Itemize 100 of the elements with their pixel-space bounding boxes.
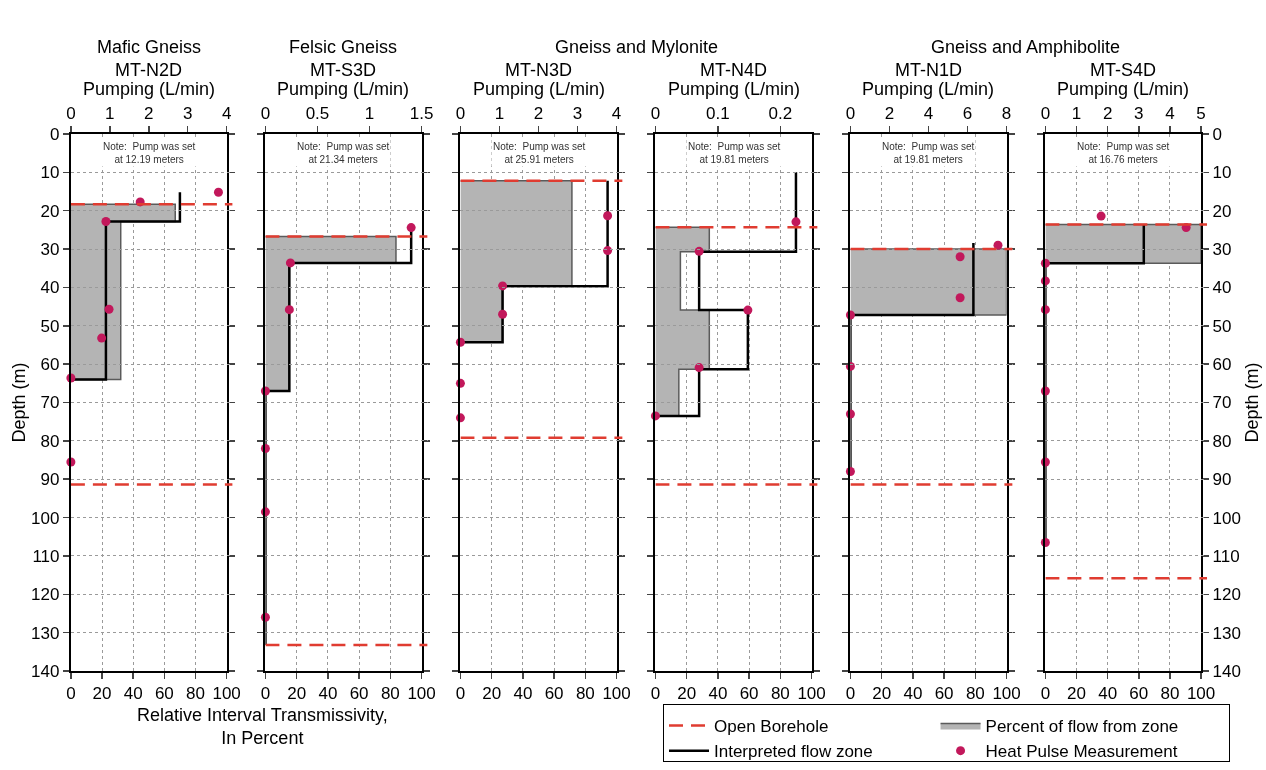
chart-subtitle: Mafic Gneiss (97, 37, 202, 57)
x2-tick-label: 2 (533, 104, 544, 124)
x-tick-label: 40 (513, 684, 533, 704)
y-tick-label: 0 (50, 124, 60, 144)
x2-tick-label: 1 (494, 104, 505, 124)
y-tick-label: 80 (40, 431, 60, 451)
annotation: Note: Pump was set at 25.91 meters (493, 141, 586, 165)
x2-tick-label: 0 (650, 104, 661, 124)
y-tick-label: 100 (31, 508, 60, 528)
x2-tick-label: 0 (455, 104, 466, 124)
y-tick-label: 20 (1212, 201, 1232, 221)
y-tick-label: 70 (40, 393, 60, 413)
x-tick-label: 80 (381, 684, 401, 704)
x-tick-label: 60 (934, 684, 954, 704)
x-tick-label: 20 (482, 684, 502, 704)
x2-tick-label: 4 (1164, 104, 1175, 124)
y-tick-label: 90 (40, 470, 60, 490)
chart-title: MT-S4D (1089, 60, 1156, 80)
legend-label: Percent of flow from zone (985, 717, 1178, 737)
y-tick-label: 10 (1212, 163, 1232, 183)
x2-tick-label: 4 (923, 104, 934, 124)
x-tick-label: 0 (650, 684, 661, 704)
x2-tick-label: 1.5 (410, 104, 434, 124)
y-tick-label: 60 (1212, 355, 1232, 375)
y-tick-label: 130 (1212, 623, 1241, 643)
x-tick-label: 20 (677, 684, 697, 704)
x-tick-label: 20 (92, 684, 112, 704)
y-tick-label: 40 (40, 278, 60, 298)
x-tick-label: 80 (186, 684, 205, 704)
x-tick-label: 60 (739, 684, 759, 704)
y-tick-label: 50 (1212, 316, 1232, 336)
y-tick-label: 50 (40, 316, 60, 336)
x-tick-label: 100 (992, 684, 1021, 704)
x-tick-label: 0 (455, 684, 466, 704)
chart-subtitle: Gneiss and Mylonite (555, 37, 719, 57)
x2-tick-label: 1 (105, 104, 115, 124)
legend-label: Interpreted flow zone (713, 742, 873, 762)
annotation: Note: Pump was set at 19.81 meters (881, 141, 975, 165)
x2-tick-label: 3 (182, 104, 193, 124)
x-tick-label: 40 (123, 684, 143, 704)
y-tick-label: 40 (1212, 278, 1232, 298)
x-tick-label: 100 (602, 684, 631, 704)
x-tick-label: 0 (66, 684, 76, 704)
x2-tick-label: 3 (1133, 104, 1144, 124)
x-tick-label: 20 (287, 684, 307, 704)
x2-axis-title: Pumping (L/min) (1056, 79, 1189, 99)
x-tick-label: 0 (261, 684, 271, 704)
x2-tick-label: 1 (1071, 104, 1081, 124)
chart-title: MT-N2D (115, 60, 182, 80)
y-tick-label: 130 (31, 623, 60, 643)
x-tick-label: 80 (965, 684, 985, 704)
x2-tick-label: 0.5 (306, 104, 330, 124)
x-tick-label: 20 (1066, 684, 1086, 704)
x-tick-label: 20 (871, 684, 891, 704)
x-tick-label: 60 (1128, 684, 1148, 704)
y-tick-label: 60 (40, 355, 60, 375)
x-tick-label: 40 (318, 684, 338, 704)
chart-subtitle: Gneiss and Amphibolite (930, 37, 1120, 57)
legend-label: Open Borehole (713, 717, 828, 737)
y-tick-label: 0 (1212, 124, 1222, 144)
x2-tick-label: 2 (1102, 104, 1112, 124)
x-tick-label: 40 (708, 684, 728, 704)
y-tick-label: 20 (40, 201, 60, 221)
x2-tick-label: 0 (1040, 104, 1050, 124)
x2-tick-label: 5 (1195, 104, 1206, 124)
x-axis-title: Relative Interval Transmissivity, In Percent (137, 705, 388, 749)
x2-tick-label: 0 (845, 104, 855, 124)
x2-tick-label: 8 (1001, 104, 1012, 124)
x-tick-label: 60 (154, 684, 174, 704)
x2-tick-label: 0.2 (768, 104, 793, 124)
x2-tick-label: 2 (884, 104, 894, 124)
chart-title: MT-N3D (505, 60, 573, 80)
x2-tick-label: 1 (365, 104, 375, 124)
annotation: Note: Pump was set at 12.19 meters (103, 141, 196, 165)
y-tick-label: 10 (40, 163, 60, 183)
x-tick-label: 100 (407, 684, 437, 704)
x-tick-label: 40 (1097, 684, 1117, 704)
x-tick-label: 60 (544, 684, 564, 704)
x2-axis-title: Pumping (L/min) (277, 79, 410, 99)
x2-tick-label: 4 (221, 104, 232, 124)
x2-tick-label: 0 (66, 104, 76, 124)
x-tick-label: 60 (350, 684, 369, 704)
x2-axis-title: Pumping (L/min) (83, 79, 216, 99)
x-tick-label: 100 (797, 684, 826, 704)
y-tick-label: 110 (1212, 546, 1240, 566)
x2-tick-label: 0.1 (706, 104, 730, 124)
x-tick-label: 40 (903, 684, 923, 704)
x2-tick-label: 3 (572, 104, 583, 124)
x2-tick-label: 0 (261, 104, 271, 124)
y-tick-label: 110 (32, 546, 60, 566)
chart-subtitle: Felsic Gneiss (289, 37, 398, 57)
annotation: Note: Pump was set at 21.34 meters (297, 141, 390, 165)
x2-tick-label: 6 (962, 104, 973, 124)
y-tick-label: 140 (1212, 661, 1241, 681)
y-tick-label: 30 (1212, 240, 1232, 260)
y-tick-label: 140 (31, 661, 60, 681)
chart-title: MT-N4D (700, 60, 767, 80)
x-tick-label: 0 (845, 684, 855, 704)
x-tick-label: 80 (770, 684, 790, 704)
x-tick-label: 100 (212, 684, 241, 704)
